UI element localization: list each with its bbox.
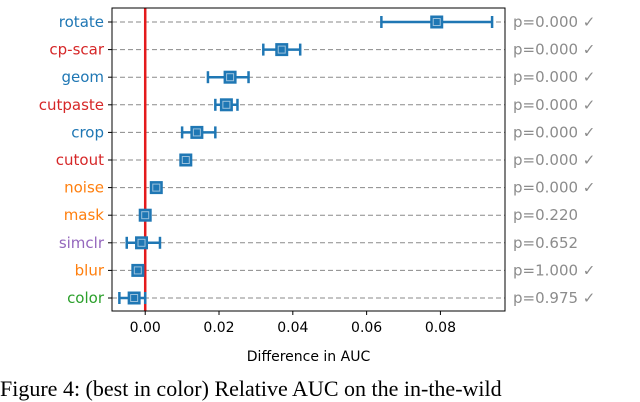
mean-marker bbox=[275, 43, 289, 57]
chart: rotate cp-scar geom cutpaste crop cutout noise… bbox=[39, 7, 595, 365]
mean-marker bbox=[190, 125, 204, 139]
mean-marker-inner bbox=[222, 100, 231, 109]
mean-marker bbox=[179, 153, 193, 167]
category-label: blur bbox=[75, 261, 105, 279]
mean-marker-inner bbox=[152, 183, 161, 192]
category-label: mask bbox=[64, 206, 105, 224]
category-labels: rotate cp-scar geom cutpaste crop cutout noise… bbox=[39, 13, 112, 307]
p-value-text: p=0.000 ✓ bbox=[513, 179, 595, 197]
mean-marker-inner bbox=[137, 238, 146, 247]
category-label: color bbox=[67, 289, 105, 307]
mean-marker-inner bbox=[277, 45, 286, 54]
p-value-text: p=0.000 ✓ bbox=[513, 68, 595, 86]
mean-marker bbox=[149, 181, 163, 195]
mean-marker bbox=[430, 15, 444, 29]
data-marks bbox=[118, 15, 494, 305]
mean-marker bbox=[135, 236, 149, 250]
x-tick-label: 0.08 bbox=[425, 320, 456, 336]
x-axis-label: Difference in AUC bbox=[247, 349, 371, 365]
mean-marker-inner bbox=[130, 294, 139, 302]
mean-marker bbox=[219, 98, 233, 112]
mean-marker bbox=[131, 263, 145, 277]
mean-marker bbox=[223, 70, 237, 84]
category-label: noise bbox=[64, 179, 104, 197]
x-tick-label: 0.06 bbox=[351, 320, 382, 336]
mean-marker bbox=[138, 208, 152, 222]
x-tick-label: 0.00 bbox=[130, 320, 161, 336]
p-value-text: p=0.000 ✓ bbox=[513, 123, 595, 141]
p-values: p=0.000 ✓ p=0.000 ✓ p=0.000 ✓ p=0.000 ✓ p=0.… bbox=[513, 13, 595, 307]
plot-frame bbox=[111, 7, 506, 312]
mean-marker-inner bbox=[432, 18, 441, 26]
category-label: cutout bbox=[56, 151, 104, 169]
mean-marker-inner bbox=[141, 211, 150, 220]
x-tick-label: 0.04 bbox=[277, 320, 308, 336]
grid-lines bbox=[112, 21, 505, 299]
p-value-text: p=0.652 bbox=[513, 234, 578, 252]
p-value-text: p=1.000 ✓ bbox=[513, 261, 595, 279]
category-label: cutpaste bbox=[39, 96, 104, 114]
x-axis: 0.00 0.02 0.04 0.06 0.08 bbox=[130, 311, 456, 336]
category-label: geom bbox=[61, 68, 104, 86]
mean-marker bbox=[127, 291, 141, 305]
mean-marker-inner bbox=[226, 73, 235, 82]
category-label: crop bbox=[71, 123, 104, 141]
mean-marker-inner bbox=[192, 128, 201, 137]
mean-marker-inner bbox=[181, 156, 190, 164]
p-value-text: p=0.000 ✓ bbox=[513, 41, 595, 59]
p-value-text: p=0.000 ✓ bbox=[513, 96, 595, 114]
category-label: rotate bbox=[59, 13, 104, 31]
category-label: simclr bbox=[59, 234, 105, 252]
p-value-text: p=0.000 ✓ bbox=[513, 13, 595, 31]
figure-caption: Figure 4: (best in color) Relative AUC o… bbox=[0, 376, 502, 401]
p-value-text: p=0.000 ✓ bbox=[513, 151, 595, 169]
x-tick-label: 0.02 bbox=[203, 320, 234, 336]
p-value-text: p=0.975 ✓ bbox=[513, 289, 595, 307]
p-value-text: p=0.220 bbox=[513, 206, 578, 224]
category-label: cp-scar bbox=[49, 41, 104, 59]
mean-marker-inner bbox=[133, 266, 142, 275]
